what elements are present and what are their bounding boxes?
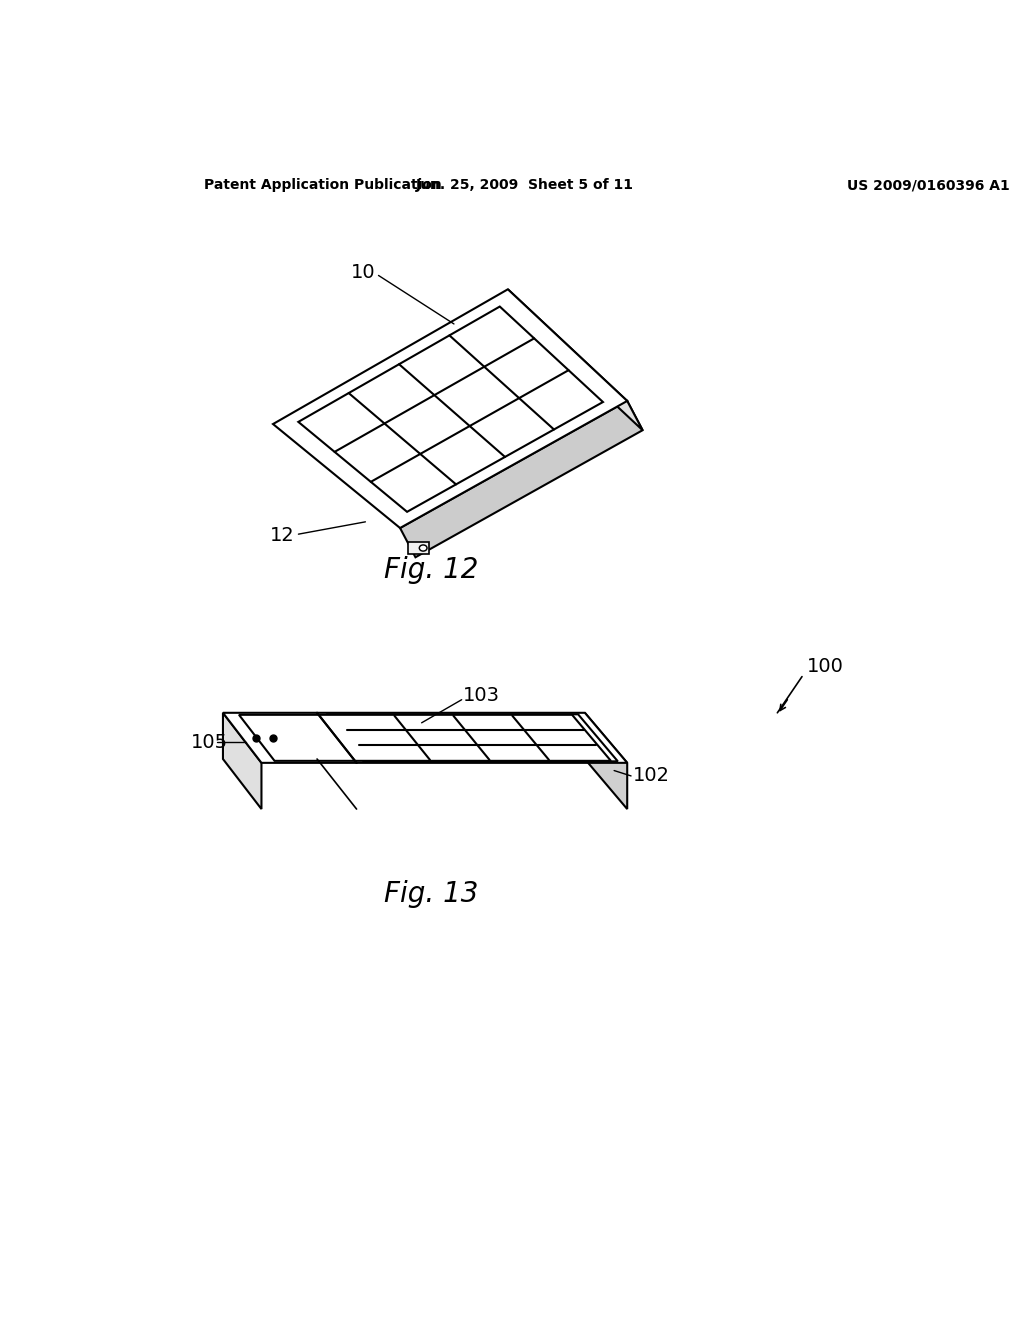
Text: 105: 105 <box>190 733 227 751</box>
Polygon shape <box>223 713 628 763</box>
Text: Fig. 12: Fig. 12 <box>384 556 478 585</box>
Text: Jun. 25, 2009  Sheet 5 of 11: Jun. 25, 2009 Sheet 5 of 11 <box>416 178 634 193</box>
Polygon shape <box>273 289 628 528</box>
Text: 103: 103 <box>463 686 500 705</box>
Polygon shape <box>298 306 603 512</box>
Polygon shape <box>223 713 261 809</box>
Text: Patent Application Publication: Patent Application Publication <box>204 178 441 193</box>
Text: 12: 12 <box>269 527 295 545</box>
Polygon shape <box>239 715 611 760</box>
Text: 100: 100 <box>807 657 844 676</box>
Polygon shape <box>585 713 628 809</box>
Text: 10: 10 <box>351 263 376 282</box>
Polygon shape <box>508 289 643 430</box>
Polygon shape <box>327 714 617 762</box>
Text: 102: 102 <box>633 767 670 785</box>
Polygon shape <box>336 715 608 760</box>
Text: Fig. 13: Fig. 13 <box>384 879 478 908</box>
Ellipse shape <box>419 545 427 552</box>
Polygon shape <box>408 543 429 554</box>
Polygon shape <box>400 401 643 557</box>
Text: US 2009/0160396 A1: US 2009/0160396 A1 <box>847 178 1010 193</box>
